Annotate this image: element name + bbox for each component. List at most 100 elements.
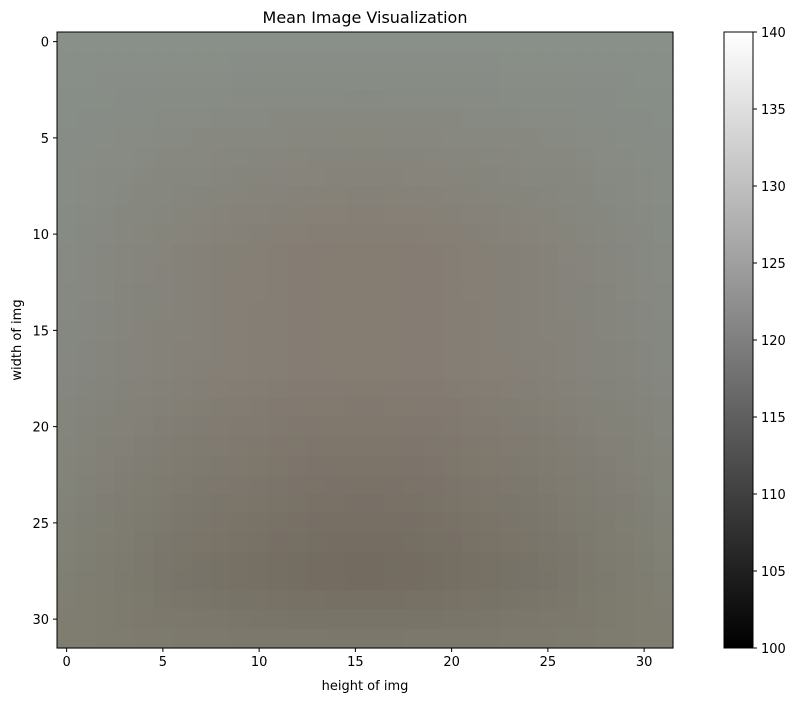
heatmap-cell	[172, 571, 193, 591]
heatmap-cell	[538, 628, 559, 649]
heatmap-cell	[345, 417, 366, 437]
heatmap-cell	[403, 532, 424, 553]
heatmap-cell	[95, 89, 116, 110]
heatmap-cell	[153, 70, 174, 91]
heatmap-cell	[461, 147, 482, 168]
heatmap-cell	[557, 417, 578, 437]
heatmap-cell	[576, 224, 597, 245]
heatmap-cell	[307, 166, 328, 187]
heatmap-cell	[288, 205, 308, 226]
heatmap-cell	[634, 109, 655, 129]
heatmap-cell	[499, 301, 520, 322]
heatmap-cell	[538, 205, 559, 226]
heatmap-cell	[114, 147, 135, 168]
heatmap-cell	[114, 205, 135, 226]
heatmap-cell	[384, 263, 405, 283]
heatmap-cell	[615, 282, 636, 303]
x-tick-label: 10	[251, 655, 268, 670]
heatmap-cell	[557, 571, 578, 591]
heatmap-cell	[403, 417, 424, 437]
heatmap-cell	[134, 590, 154, 611]
heatmap-cell	[538, 70, 559, 91]
heatmap-cell	[461, 474, 482, 495]
heatmap-cell	[57, 186, 77, 206]
heatmap-cell	[653, 417, 674, 437]
heatmap-cell	[172, 32, 193, 52]
heatmap-cell	[326, 301, 347, 322]
heatmap-cell	[268, 532, 289, 553]
heatmap-cell	[442, 301, 462, 322]
heatmap-cell	[211, 494, 231, 514]
x-tick-label: 25	[540, 655, 557, 670]
heatmap-cell	[95, 628, 116, 649]
heatmap-cell	[249, 628, 270, 649]
heatmap-cell	[365, 628, 385, 649]
heatmap-cell	[191, 340, 212, 360]
heatmap-cell	[268, 609, 289, 630]
heatmap-cell	[191, 224, 212, 245]
heatmap-cell	[172, 320, 193, 341]
heatmap-cell	[519, 186, 539, 206]
heatmap-cell	[95, 282, 116, 303]
heatmap-cell	[307, 455, 328, 476]
heatmap-cell	[499, 320, 520, 341]
heatmap-cell	[191, 628, 212, 649]
heatmap-cell	[249, 263, 270, 283]
heatmap-cell	[499, 70, 520, 91]
heatmap-cell	[57, 532, 77, 553]
heatmap-cell	[153, 532, 174, 553]
heatmap-cell	[134, 32, 154, 52]
heatmap-cell	[653, 186, 674, 206]
heatmap-cell	[172, 205, 193, 226]
heatmap-cell	[57, 609, 77, 630]
heatmap-cell	[172, 609, 193, 630]
heatmap-cell	[538, 51, 559, 72]
heatmap-cell	[345, 378, 366, 399]
heatmap-cell	[596, 378, 616, 399]
heatmap-cell	[307, 263, 328, 283]
chart-title: Mean Image Visualization	[263, 8, 468, 27]
heatmap-cell	[538, 417, 559, 437]
heatmap-cell	[538, 513, 559, 534]
heatmap-cell	[134, 551, 154, 572]
heatmap-cell	[172, 224, 193, 245]
heatmap-cell	[153, 628, 174, 649]
heatmap-cell	[461, 301, 482, 322]
heatmap-cell	[172, 109, 193, 129]
heatmap-cell	[326, 186, 347, 206]
heatmap-cell	[596, 263, 616, 283]
heatmap-cell	[249, 166, 270, 187]
heatmap-cell	[95, 109, 116, 129]
heatmap-cell	[615, 590, 636, 611]
heatmap-cell	[153, 32, 174, 52]
heatmap-cell	[326, 70, 347, 91]
heatmap-cell	[95, 397, 116, 418]
heatmap-cell	[519, 551, 539, 572]
heatmap-cell	[615, 186, 636, 206]
heatmap-cell	[519, 166, 539, 187]
heatmap-cell	[365, 513, 385, 534]
heatmap-cell	[596, 128, 616, 149]
heatmap-cell	[307, 186, 328, 206]
heatmap-cell	[557, 551, 578, 572]
heatmap-cell	[499, 474, 520, 495]
heatmap-cell	[653, 551, 674, 572]
heatmap-cell	[76, 340, 97, 360]
heatmap-cell	[345, 436, 366, 457]
heatmap-cell	[557, 513, 578, 534]
heatmap-cell	[95, 32, 116, 52]
heatmap-cell	[268, 590, 289, 611]
heatmap-cell	[249, 205, 270, 226]
heatmap-cell	[384, 551, 405, 572]
heatmap-cell	[538, 109, 559, 129]
heatmap-cell	[461, 205, 482, 226]
heatmap-cell	[384, 32, 405, 52]
heatmap-cell	[288, 51, 308, 72]
heatmap-cell	[519, 263, 539, 283]
heatmap-cell	[519, 340, 539, 360]
heatmap-cell	[653, 474, 674, 495]
heatmap-cell	[268, 301, 289, 322]
heatmap-cell	[442, 436, 462, 457]
heatmap-cell	[442, 532, 462, 553]
heatmap-cell	[596, 224, 616, 245]
